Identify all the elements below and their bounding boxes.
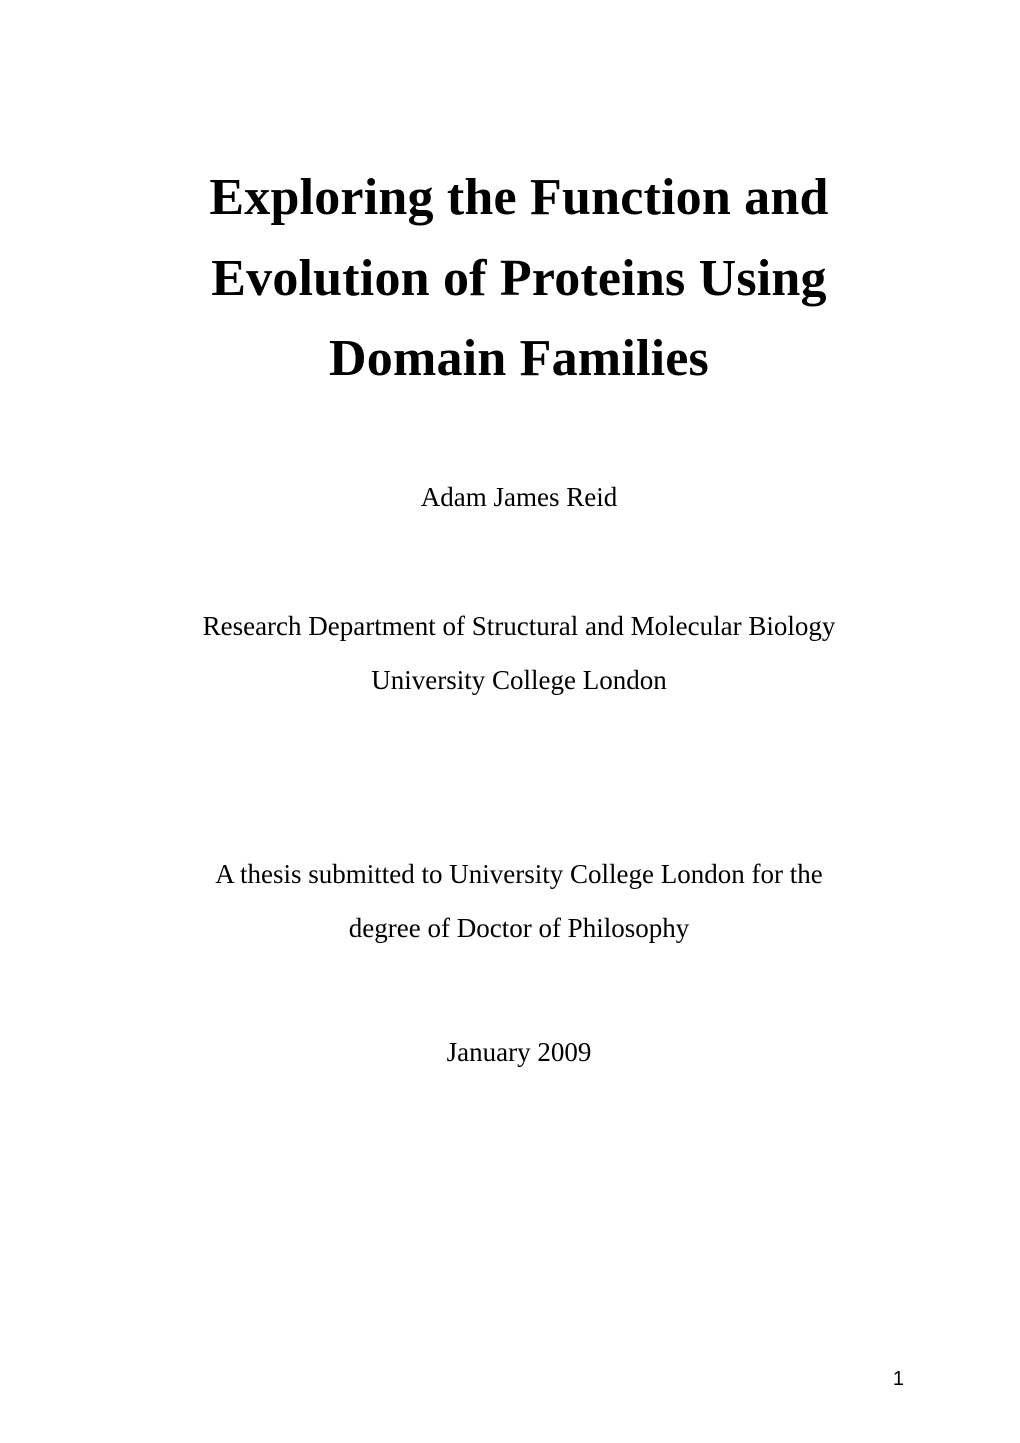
affiliation-block: Research Department of Structural and Mo… [126,599,912,707]
submission-block: A thesis submitted to University College… [126,847,912,955]
author-name: Adam James Reid [126,482,912,513]
title-line-2: Evolution of Proteins Using [126,239,912,320]
title-line-1: Exploring the Function and [126,158,912,239]
affiliation-university: University College London [126,653,912,707]
title-line-3: Domain Families [126,319,912,400]
submission-date: January 2009 [126,1037,912,1068]
title-block: Exploring the Function and Evolution of … [126,158,912,400]
thesis-title-page: Exploring the Function and Evolution of … [0,0,1020,1443]
submission-line-1: A thesis submitted to University College… [126,847,912,901]
affiliation-department: Research Department of Structural and Mo… [126,599,912,653]
submission-line-2: degree of Doctor of Philosophy [126,901,912,955]
page-number: 1 [893,1368,904,1391]
